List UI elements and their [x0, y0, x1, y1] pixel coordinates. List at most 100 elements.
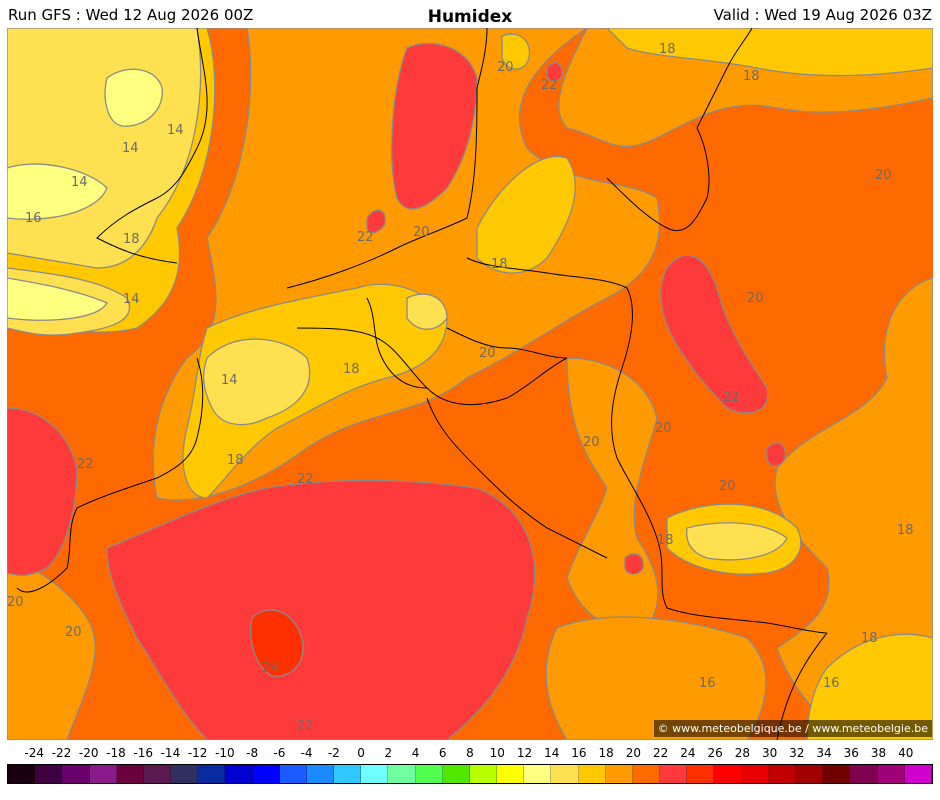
run-info: Run GFS : Wed 12 Aug 2026 00Z — [8, 6, 254, 24]
color-legend: -24 -22 -20 -18 -16 -14 -12 -10 -8 -6 -4 -2 0 2 4 6 8 10 1… — [7, 746, 933, 786]
legend-tick: -24 — [24, 746, 45, 760]
contour-label: 22 — [297, 472, 314, 487]
legend-swatch — [116, 765, 144, 783]
legend-tick: 16 — [571, 746, 587, 760]
legend-tick: 38 — [870, 746, 887, 760]
field-16-northeast — [606, 28, 933, 77]
legend-swatch — [361, 765, 389, 783]
legend-swatch — [306, 765, 335, 783]
legend-tick: 0 — [357, 746, 365, 760]
legend-swatch — [62, 765, 90, 783]
contour-label: 14 — [221, 373, 238, 388]
field-14-center — [203, 338, 311, 426]
legend-tick: -4 — [300, 746, 313, 760]
legend-swatch — [171, 765, 199, 783]
legend-tick: -20 — [78, 746, 99, 760]
contour-label: 16 — [823, 676, 840, 691]
contour-label: 20 — [719, 479, 736, 494]
legend-tick: -6 — [273, 746, 286, 760]
legend-tick: 32 — [789, 746, 805, 760]
legend-swatch — [388, 765, 416, 783]
contour-label: 14 — [123, 292, 140, 307]
field-22-small-c — [624, 553, 644, 575]
contour-label: 18 — [657, 533, 674, 548]
legend-swatch — [551, 765, 579, 783]
field-14-belgium — [406, 293, 448, 330]
legend-tick: 14 — [544, 746, 560, 760]
legend-swatch — [904, 765, 932, 783]
legend-swatch — [225, 765, 253, 783]
legend-tick: -22 — [51, 746, 72, 760]
legend-tick: 22 — [653, 746, 669, 760]
contour-label: 20 — [747, 291, 764, 306]
legend-tick: 30 — [761, 746, 778, 760]
field-16-southeast — [806, 633, 933, 740]
legend-tick: -2 — [327, 746, 340, 760]
field-16-north — [476, 155, 576, 274]
legend-swatch — [334, 765, 362, 783]
contour-label: 20 — [479, 346, 496, 361]
contour-label: 18 — [743, 69, 760, 84]
contour-label: 20 — [7, 595, 24, 610]
legend-ticks: -24 -22 -20 -18 -16 -14 -12 -10 -8 -6 -4 -2 0 2 4 6 8 10 1… — [7, 746, 933, 762]
contour-label: 24 — [262, 661, 279, 676]
legend-swatches — [7, 764, 933, 784]
contour-label: 20 — [413, 225, 430, 240]
map-title: Humidex — [427, 7, 513, 27]
legend-swatch — [252, 765, 280, 783]
legend-swatch — [497, 765, 525, 783]
field-16-north-small — [501, 33, 530, 70]
legend-tick: 28 — [734, 746, 750, 760]
legend-swatch — [660, 765, 688, 783]
legend-tick: 8 — [466, 746, 474, 760]
legend-tick: -12 — [187, 746, 208, 760]
field-24 — [250, 609, 304, 677]
legend-swatch — [578, 765, 606, 783]
field-22-east — [660, 254, 769, 414]
legend-swatch — [524, 765, 552, 783]
contour-label: 20 — [583, 435, 600, 450]
contour-label: 18 — [227, 453, 244, 468]
field-12-b — [7, 163, 108, 220]
legend-swatch — [850, 765, 878, 783]
legend-tick: -18 — [106, 746, 126, 760]
contour-label: 16 — [699, 676, 716, 691]
legend-swatch — [415, 765, 443, 783]
field-14-east — [686, 522, 788, 561]
legend-swatch — [823, 765, 851, 783]
legend-swatch — [442, 765, 470, 783]
legend-tick: 4 — [411, 746, 420, 760]
field-22-small-a — [366, 209, 386, 234]
legend-tick: 36 — [843, 746, 859, 760]
legend-swatch — [89, 765, 117, 783]
contour-label: 16 — [25, 211, 42, 226]
legend-tick: -16 — [133, 746, 153, 760]
legend-swatch — [8, 765, 36, 783]
contour-label: 18 — [123, 232, 140, 247]
legend-tick: 34 — [816, 746, 832, 760]
legend-swatch — [741, 765, 769, 783]
legend-tick: 18 — [598, 746, 614, 760]
field-12-c — [7, 277, 108, 321]
legend-swatch — [469, 765, 498, 783]
contour-label: 18 — [861, 631, 878, 646]
copyright-notice: © www.meteobelgique.be / www.meteobelgie… — [653, 720, 932, 737]
legend-tick: -8 — [246, 746, 259, 760]
field-22-small-b — [546, 62, 563, 82]
contour-label: 20 — [875, 168, 892, 183]
legend-swatch — [605, 765, 633, 783]
field-22-west — [7, 407, 78, 577]
contour-label: 14 — [71, 175, 88, 190]
contour-label: 20 — [65, 625, 82, 640]
contour-label: 14 — [122, 141, 139, 156]
contour-label: 18 — [491, 257, 508, 272]
legend-tick: -10 — [215, 746, 235, 760]
field-22-small-d — [766, 442, 786, 467]
field-18-west — [7, 28, 661, 501]
contour-label: 22 — [297, 719, 314, 734]
legend-tick: 24 — [680, 746, 696, 760]
contour-labels: 14 14 14 16 18 14 14 18 22 20 18 22 20 2… — [7, 42, 914, 734]
contour-label: 20 — [655, 421, 672, 436]
contour-label: 22 — [723, 390, 740, 405]
coastlines-borders — [16, 28, 828, 740]
